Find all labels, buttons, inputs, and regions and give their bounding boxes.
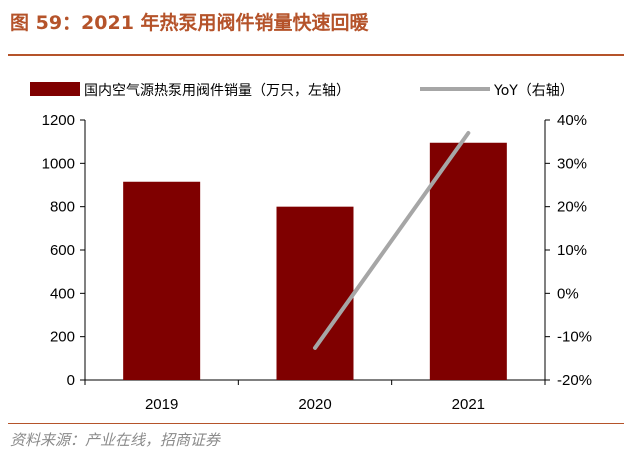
- left-tick-label: 800: [50, 199, 75, 216]
- left-tick-label: 400: [50, 285, 75, 302]
- legend-label-line: YoY（右轴）: [493, 83, 574, 99]
- title-divider: [8, 54, 624, 56]
- yoy-series-line: [313, 131, 471, 350]
- left-tick-label: 200: [50, 329, 75, 346]
- right-tick-label: 30%: [557, 155, 587, 172]
- x-tick-label: 2019: [145, 396, 178, 413]
- figure-title: 图 59：2021 年热泵用阀件销量快速回暖: [10, 12, 369, 34]
- left-tick-label: 1200: [42, 112, 75, 129]
- x-tick-label: 2021: [452, 396, 485, 413]
- yoy-line: [313, 131, 471, 350]
- bar: [276, 206, 354, 380]
- right-tick-label: 0%: [557, 285, 579, 302]
- source-divider: [8, 423, 624, 424]
- right-tick-label: -10%: [557, 329, 592, 346]
- bar: [123, 181, 201, 380]
- right-tick-label: 10%: [557, 242, 587, 259]
- left-tick-label: 600: [50, 242, 75, 259]
- left-tick-label: 1000: [42, 155, 75, 172]
- right-tick-label: 40%: [557, 112, 587, 129]
- legend-label-bar: 国内空气源热泵用阀件销量（万只，左轴）: [84, 83, 350, 99]
- left-tick-label: 0: [67, 372, 75, 389]
- legend: 国内空气源热泵用阀件销量（万只，左轴） YoY（右轴）: [30, 82, 574, 99]
- bars: [123, 142, 507, 380]
- legend-swatch-bar: [30, 82, 80, 96]
- right-tick-label: 20%: [557, 199, 587, 216]
- source-note: 资料来源：产业在线，招商证券: [10, 431, 221, 449]
- x-tick-label: 2020: [298, 396, 331, 413]
- bar: [429, 142, 507, 380]
- right-tick-label: -20%: [557, 372, 592, 389]
